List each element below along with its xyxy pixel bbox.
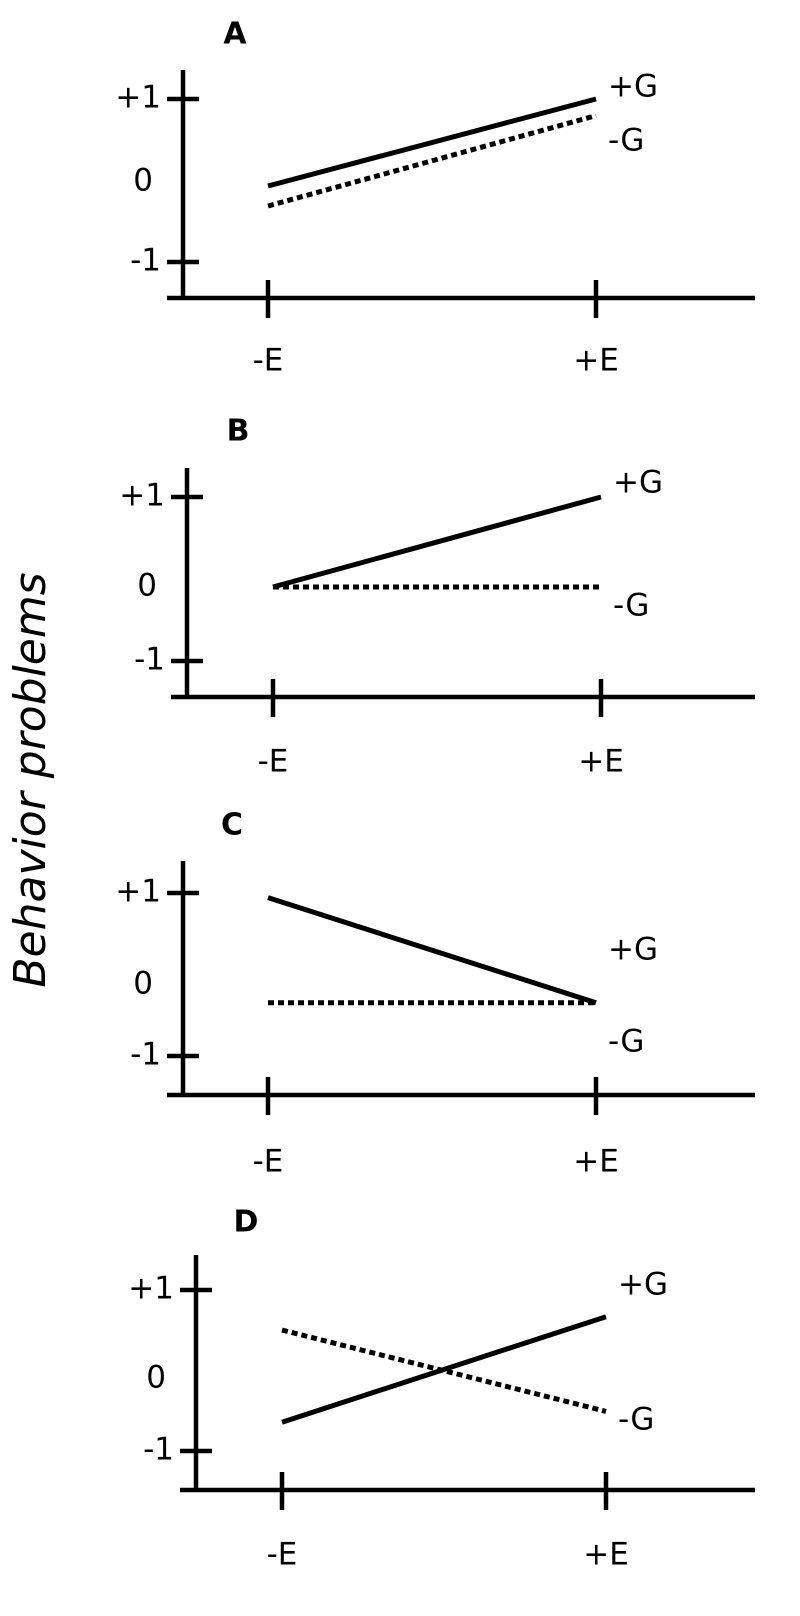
panel-title: C [221, 808, 243, 843]
x-tick-label: -E [253, 1144, 284, 1180]
y-tick-label: -1 [143, 1432, 174, 1468]
series-label-minus-g: -G [608, 1024, 644, 1060]
series-label-minus-g: -G [618, 1402, 654, 1438]
series-line-plus-g [281, 1314, 607, 1425]
y-tick-label: +1 [119, 478, 165, 514]
y-tick-label: +1 [115, 80, 161, 116]
chart-panel-a: A +1 0 -1 -E +E +G -G [115, 17, 755, 379]
panel-title: D [234, 1205, 259, 1240]
y-tick-label: -1 [134, 642, 165, 678]
y-tick-label: -1 [130, 1037, 161, 1073]
panel-title: A [223, 17, 247, 52]
y-tick-label: 0 [133, 966, 153, 1002]
chart-panel-c: C +1 0 -1 -E +E +G -G [115, 808, 755, 1180]
chart-panel-d: D +1 0 -1 -E +E +G -G [128, 1205, 755, 1573]
x-tick-label: +E [578, 744, 624, 780]
series-line-plus-g [272, 494, 602, 590]
series-line-minus-g [281, 1327, 607, 1414]
chart-panel-b: B +1 0 -1 -E +E +G -G [119, 414, 755, 780]
chart-panels: A +1 0 -1 -E +E +G -G B +1 0 -1 -E +E +G -G C +1 0 -1 -E +E +G… [115, 17, 755, 1573]
x-tick-label: -E [258, 744, 289, 780]
y-tick-label: -1 [130, 243, 161, 279]
y-tick-label: 0 [146, 1360, 166, 1396]
y-axis-title: Behavior problems [5, 572, 56, 987]
series-label-minus-g: -G [613, 588, 649, 624]
x-tick-label: -E [253, 343, 284, 379]
series-line-plus-g [267, 96, 597, 189]
series-label-plus-g: +G [608, 932, 658, 968]
series-label-plus-g: +G [618, 1267, 668, 1303]
panel-title: B [227, 414, 250, 449]
x-tick-label: -E [267, 1537, 298, 1573]
y-tick-label: 0 [133, 163, 153, 199]
series-label-plus-g: +G [613, 465, 663, 501]
x-tick-label: +E [573, 1144, 619, 1180]
series-line-plus-g [267, 895, 597, 1006]
y-tick-label: 0 [137, 568, 157, 604]
series-label-plus-g: +G [608, 69, 658, 105]
series-line-minus-g [267, 113, 597, 209]
y-tick-label: +1 [128, 1271, 174, 1307]
x-tick-label: +E [573, 343, 619, 379]
series-label-minus-g: -G [608, 123, 644, 159]
y-tick-label: +1 [115, 874, 161, 910]
x-tick-label: +E [583, 1537, 629, 1573]
